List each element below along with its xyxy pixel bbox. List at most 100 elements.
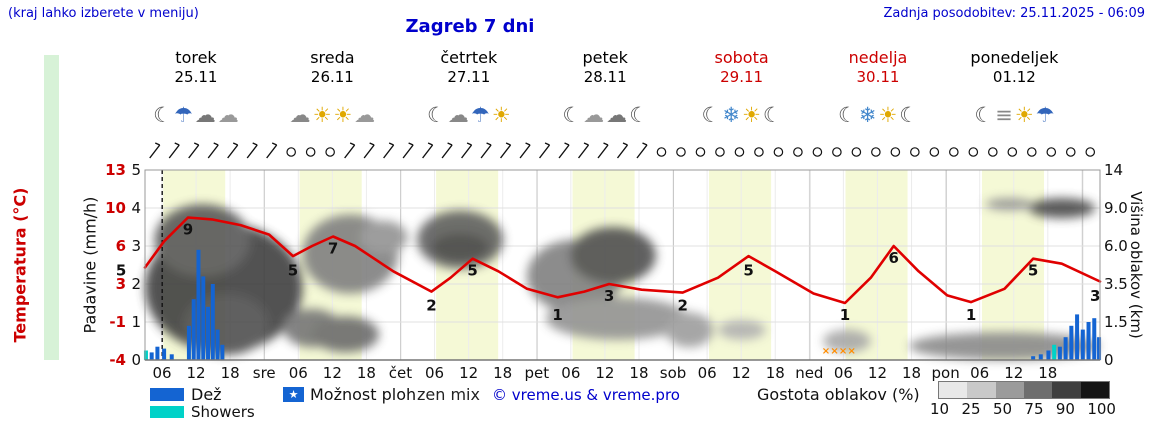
day-label: ponedeljek 01.12: [946, 48, 1082, 87]
rain-icon: ☂: [470, 103, 490, 127]
shower-chance-star-icon: ★: [283, 387, 304, 402]
weather-icon-group: ☾ ☂ ☁ ☁: [128, 96, 264, 134]
wind-barb-icon: [344, 142, 356, 159]
day-label: sobota 29.11: [674, 48, 810, 87]
precip-bar: [215, 329, 220, 360]
cloud-density-swatch: [939, 382, 968, 398]
wind-barb-icon: [597, 142, 609, 159]
cloud-height-tick-label: 9.0: [1104, 199, 1128, 217]
time-tick-label: 12: [459, 364, 479, 382]
cloud-icon: ☁: [606, 103, 628, 127]
temperature-tick-label: 10: [105, 199, 126, 217]
moon-icon: ☾: [837, 103, 857, 127]
precip-bar: [196, 249, 201, 360]
cloud-region: [823, 329, 871, 353]
time-tick-label: 12: [322, 364, 342, 382]
rain-icon: ☂: [174, 103, 193, 127]
sun-icon: ☀: [333, 103, 353, 127]
precipitation-bars: [143, 249, 1102, 360]
wind-barb-icon: [422, 142, 434, 159]
weather-icon-group: ☾ ☁ ☂ ☀: [401, 96, 537, 134]
daylight-band: [845, 170, 908, 360]
day-date: 26.11: [310, 68, 354, 86]
time-tick-label: 06: [152, 364, 172, 382]
temperature-value-label: 2: [677, 297, 687, 315]
wind-calm-icon: [734, 147, 745, 157]
cloud-region: [718, 320, 766, 340]
wind-calm-icon: [851, 147, 862, 157]
wind-barb-icon: [538, 142, 551, 159]
wind-calm-icon: [793, 147, 803, 157]
temperature-tick-label: 13: [105, 161, 126, 179]
sun-icon: ☀: [1014, 103, 1034, 127]
temperature-tick-label: 6: [115, 237, 126, 255]
wind-calm-icon: [325, 147, 335, 157]
weather-icon-group: ☁ ☀ ☀ ☁: [264, 96, 400, 134]
wind-calm-icon: [1065, 147, 1076, 157]
weather-icon-group: ☾ ❄ ☀ ☾: [674, 96, 810, 134]
wind-calm-icon: [832, 147, 842, 157]
moon-icon: ☾: [701, 103, 721, 127]
temperature-value-label: 3: [1090, 287, 1100, 305]
cloud-region: [1028, 198, 1096, 219]
precip-bar: [1063, 337, 1068, 360]
cloud-region: [985, 198, 1034, 211]
cloud-region: [154, 204, 251, 277]
rain-icon: ☂: [1035, 103, 1055, 127]
temperature-value-label: 5: [743, 262, 753, 280]
time-tick-label: 06: [970, 364, 990, 382]
time-tick-label: 06: [425, 364, 445, 382]
wind-barb-icon: [168, 142, 180, 159]
day-date: 25.11: [174, 68, 218, 86]
weather-icon-group: ☾ ☁ ☁ ☾: [537, 96, 673, 134]
wind-calm-icon: [715, 147, 725, 157]
location-hint: (kraj lahko izberete v meniju): [8, 6, 199, 21]
wind-calm-icon: [910, 147, 920, 157]
precip-bar: [186, 325, 191, 360]
cloud-density-tick-label: 10: [930, 400, 950, 418]
cloud-density-tick-label: 50: [992, 400, 1013, 418]
wind-calm-icon: [871, 147, 881, 157]
cloud-height-tick-label: 6.0: [1104, 237, 1128, 255]
copyright-link[interactable]: © vreme.us & vreme.pro: [492, 386, 680, 404]
cloud-density-label: Gostota oblakov (%): [757, 385, 920, 404]
moon-icon: ☾: [629, 103, 649, 127]
time-tick-label: sre: [252, 364, 276, 382]
precip-bar: [1031, 356, 1036, 360]
cloud-region: [431, 233, 489, 262]
wind-barb-icon: [441, 142, 453, 159]
temperature-value-label: 3: [604, 287, 614, 305]
cloud-height-tick-label: 0: [1104, 351, 1114, 369]
precip-bar: [1080, 329, 1085, 360]
precip-bar: [162, 348, 167, 360]
cloud-region: [546, 297, 690, 340]
wind-barb-icon: [500, 142, 512, 159]
wind-calm-icon: [754, 147, 764, 157]
temperature-value-label: 5: [467, 262, 477, 280]
precip-bar: [149, 352, 154, 360]
day-name: nedelja: [848, 48, 908, 67]
cloud-density-tick-label: 90: [1055, 400, 1075, 418]
cloud-density-tick-label: 100: [1087, 400, 1116, 418]
precip-bar: [1038, 354, 1043, 360]
day-label: sreda 26.11: [264, 48, 400, 87]
sun-icon: ☀: [312, 103, 332, 127]
frozen-mix-label: zen mix: [417, 385, 480, 404]
page-title: Zagreb 7 dni: [405, 16, 535, 37]
shower-chance-label: Možnost ploh: [310, 385, 417, 404]
snow-icon: ❄: [858, 103, 877, 127]
star-glyph: ★: [288, 388, 299, 401]
rain-legend-label: Dež: [191, 385, 222, 404]
precipitation-tick-label: 5: [131, 161, 141, 179]
day-date: 30.11: [856, 68, 900, 86]
wind-calm-icon: [949, 147, 959, 157]
frozen-mix-marks: × × × ×: [822, 346, 856, 357]
precip-bar: [1057, 346, 1062, 360]
time-tick-label: 12: [186, 364, 206, 382]
day-label: petek 28.11: [537, 48, 673, 87]
moon-icon: ☾: [427, 103, 446, 127]
wind-calm-icon: [305, 147, 316, 157]
